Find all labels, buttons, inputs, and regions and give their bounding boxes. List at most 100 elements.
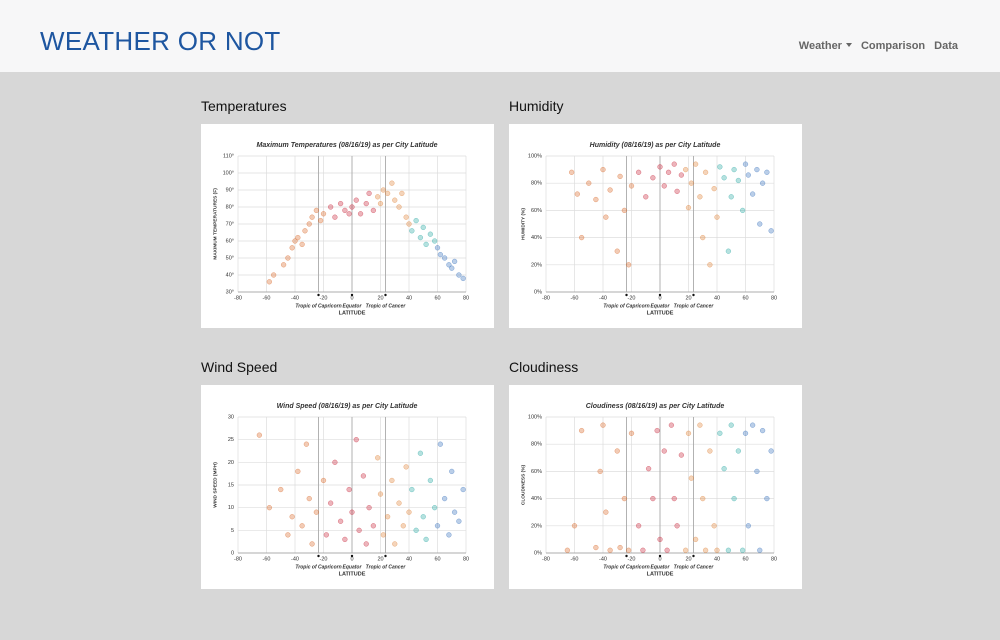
point <box>740 207 746 214</box>
annotation: Tropic of Cancer <box>674 564 715 570</box>
point <box>384 514 391 520</box>
point <box>441 255 448 261</box>
point <box>749 422 756 428</box>
point <box>700 495 706 502</box>
point <box>427 231 434 237</box>
point <box>363 541 369 547</box>
y-tick-label: 40% <box>531 496 542 502</box>
point <box>692 161 699 167</box>
y-tick-label: 80% <box>531 442 542 448</box>
section-heading: Cloudiness <box>509 359 579 375</box>
chart: Humidity (08/16/19) as per City Latitude… <box>520 142 777 317</box>
x-tick-label: -80 <box>234 295 242 301</box>
point <box>764 495 770 502</box>
y-tick-label: 80% <box>531 181 542 187</box>
reference-dot <box>384 554 387 558</box>
point <box>353 197 359 203</box>
point <box>668 422 675 428</box>
point <box>742 161 749 167</box>
point <box>380 532 387 538</box>
point <box>603 509 609 515</box>
caret <box>845 43 852 47</box>
point <box>759 180 766 186</box>
x-tick-label: 0 <box>658 295 661 301</box>
nav-weather[interactable]: Weather <box>799 40 852 52</box>
reference-dot <box>317 554 320 558</box>
point <box>650 495 656 502</box>
point <box>626 547 632 553</box>
point <box>327 204 334 210</box>
y-tick-label: 40% <box>531 235 542 241</box>
y-axis-label: MAXIMUM TEMPERATURES (F) <box>212 188 218 260</box>
nav-data[interactable]: Data <box>934 40 958 52</box>
point <box>754 468 760 475</box>
point <box>600 166 606 173</box>
point <box>607 187 613 193</box>
point <box>683 166 689 173</box>
y-tick-label: 0 <box>231 550 234 556</box>
y-tick-label: 30° <box>226 289 234 295</box>
point <box>280 262 287 268</box>
point <box>406 221 412 227</box>
x-tick-label: 40 <box>406 556 412 562</box>
point <box>621 207 628 214</box>
nav: Weather Comparison Data <box>799 40 958 52</box>
point <box>578 234 585 241</box>
point <box>614 448 620 454</box>
point <box>728 422 734 428</box>
point <box>342 207 348 214</box>
point <box>318 217 324 224</box>
point <box>302 228 308 234</box>
point <box>586 180 592 186</box>
y-tick-label: 5 <box>231 528 234 534</box>
point <box>303 441 310 447</box>
y-tick-label: 70° <box>226 221 234 227</box>
section-heading: Humidity <box>509 98 564 114</box>
reference-dot <box>692 293 695 297</box>
point <box>683 547 689 553</box>
point <box>700 234 706 241</box>
annotation: Equator <box>651 303 671 309</box>
point <box>449 265 455 271</box>
y-tick-label: 40° <box>226 272 234 278</box>
nav-label: Weather <box>798 40 842 52</box>
nav-comparison[interactable]: Comparison <box>860 40 926 52</box>
x-tick-label: 20 <box>377 556 383 562</box>
point <box>764 169 770 175</box>
point <box>432 505 438 511</box>
x-tick-label: 20 <box>377 295 383 301</box>
point <box>725 547 732 553</box>
point <box>635 169 642 175</box>
point <box>396 500 402 506</box>
point <box>456 272 462 278</box>
point <box>437 441 444 447</box>
point <box>356 527 362 533</box>
point <box>640 547 646 553</box>
point <box>377 200 384 207</box>
point <box>661 183 667 189</box>
chart-card: Humidity (08/16/19) as per City Latitude… <box>509 124 802 328</box>
reference-dot <box>317 293 320 297</box>
y-tick-label: 0% <box>534 289 542 295</box>
point <box>650 175 656 181</box>
annotation: Equator <box>343 303 363 309</box>
point <box>292 238 298 244</box>
x-tick-label: 20 <box>685 556 691 562</box>
y-tick-label: 20% <box>531 523 542 529</box>
point <box>678 452 685 458</box>
point <box>593 196 599 203</box>
x-tick-label: 80 <box>463 295 469 301</box>
point <box>375 194 381 200</box>
point <box>451 509 458 515</box>
point <box>357 211 364 217</box>
y-tick-label: 10 <box>228 505 234 511</box>
point <box>396 204 402 210</box>
point <box>342 536 348 543</box>
point <box>759 427 766 434</box>
point <box>423 536 429 543</box>
brand[interactable]: WEATHER OR NOT <box>40 26 281 56</box>
annotation: Tropic of Cancer <box>674 303 715 309</box>
point <box>413 527 419 533</box>
point <box>353 437 359 443</box>
point <box>370 207 377 214</box>
